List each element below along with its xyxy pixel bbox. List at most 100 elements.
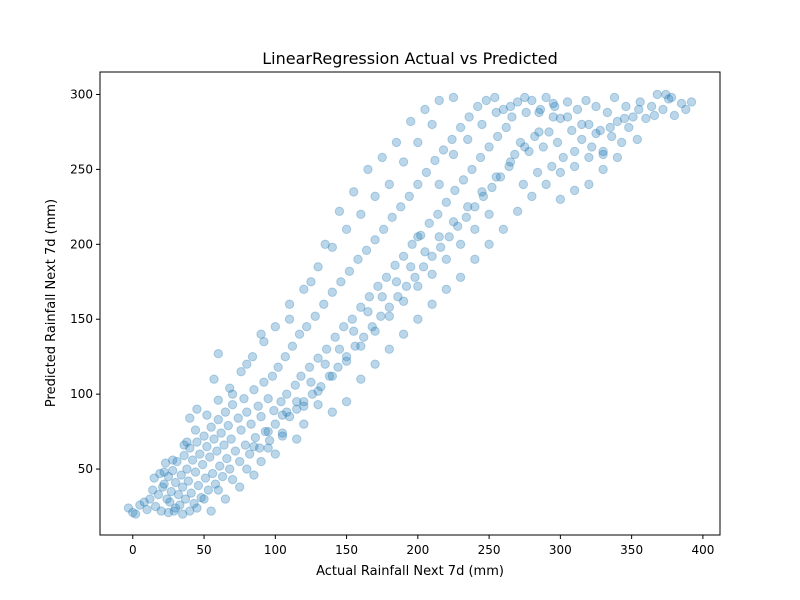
data-point xyxy=(233,413,243,423)
data-point xyxy=(334,344,345,354)
data-point xyxy=(621,101,631,112)
data-point xyxy=(448,92,459,103)
data-point xyxy=(250,432,261,443)
data-point xyxy=(213,414,224,425)
data-point xyxy=(195,449,205,459)
data-point xyxy=(370,326,380,336)
data-point xyxy=(520,92,530,103)
data-point xyxy=(602,107,613,118)
data-point xyxy=(473,101,483,112)
data-point xyxy=(373,281,383,291)
data-point xyxy=(398,329,409,339)
data-point xyxy=(341,351,352,362)
data-point xyxy=(427,299,437,309)
data-point xyxy=(569,185,580,196)
data-point xyxy=(418,262,429,272)
data-point xyxy=(458,175,469,185)
data-point xyxy=(247,351,258,362)
data-point xyxy=(230,446,241,456)
data-point xyxy=(196,492,206,503)
data-point xyxy=(256,411,266,422)
data-point xyxy=(210,479,221,489)
data-point xyxy=(616,137,627,148)
data-point xyxy=(327,407,338,417)
data-point xyxy=(227,474,238,485)
data-point xyxy=(521,107,531,118)
data-point xyxy=(498,224,509,235)
data-point xyxy=(135,500,145,510)
data-point xyxy=(641,113,651,124)
data-points xyxy=(123,89,697,519)
x-axis-ticks: 0 50 100 150 200 250 300 350 400 xyxy=(129,535,714,557)
data-point xyxy=(569,146,580,157)
data-point xyxy=(349,326,359,336)
data-point xyxy=(277,410,288,420)
data-point xyxy=(282,389,292,399)
y-tick-label: 50 xyxy=(78,462,93,476)
data-point xyxy=(356,302,366,312)
data-point xyxy=(273,362,283,372)
y-axis-ticks: 50 100 150 200 250 300 xyxy=(70,87,100,476)
data-point xyxy=(192,437,202,447)
data-point xyxy=(341,224,352,235)
data-point xyxy=(413,314,423,324)
x-tick-label: 50 xyxy=(196,543,211,557)
data-point xyxy=(390,260,400,270)
data-point xyxy=(159,467,169,477)
data-point xyxy=(240,440,251,450)
data-point xyxy=(504,161,514,172)
data-point xyxy=(421,167,432,178)
data-point xyxy=(148,485,158,495)
data-point xyxy=(634,104,644,115)
data-point xyxy=(350,341,360,351)
data-point xyxy=(396,202,406,212)
data-point xyxy=(598,164,608,175)
data-point xyxy=(398,296,409,306)
data-point xyxy=(170,503,181,513)
data-point xyxy=(207,468,218,479)
data-point xyxy=(177,509,188,519)
data-point xyxy=(587,142,597,152)
data-point xyxy=(495,172,506,182)
data-point xyxy=(391,137,402,148)
data-point xyxy=(256,329,266,339)
data-point xyxy=(269,405,279,416)
data-point xyxy=(398,157,409,167)
data-point xyxy=(213,395,224,405)
data-point xyxy=(461,212,471,223)
data-point xyxy=(225,383,235,393)
data-point xyxy=(544,127,554,137)
data-point xyxy=(549,101,560,112)
data-point xyxy=(193,480,204,491)
data-point xyxy=(217,471,228,482)
data-point xyxy=(484,209,494,220)
data-point xyxy=(681,104,691,115)
data-point xyxy=(167,455,178,465)
data-point xyxy=(170,477,181,488)
data-point xyxy=(450,185,460,196)
data-point xyxy=(242,407,252,417)
data-point xyxy=(156,506,166,516)
data-point xyxy=(205,452,215,462)
data-point xyxy=(632,134,643,145)
data-point xyxy=(239,393,249,404)
data-point xyxy=(263,443,273,453)
data-point xyxy=(384,179,395,190)
chart-title: LinearRegression Actual vs Predicted xyxy=(262,49,558,68)
data-point xyxy=(370,191,380,202)
data-point xyxy=(159,479,169,489)
data-point xyxy=(444,232,454,242)
data-point xyxy=(192,404,202,414)
data-point xyxy=(264,435,275,446)
data-point xyxy=(310,311,320,321)
x-tick-label: 150 xyxy=(335,543,358,557)
data-point xyxy=(463,202,473,212)
data-point xyxy=(160,458,171,468)
data-point xyxy=(167,465,178,476)
data-point xyxy=(227,399,238,410)
data-point xyxy=(128,507,138,518)
data-point xyxy=(226,434,236,444)
data-point xyxy=(612,116,623,127)
data-point xyxy=(548,112,558,122)
